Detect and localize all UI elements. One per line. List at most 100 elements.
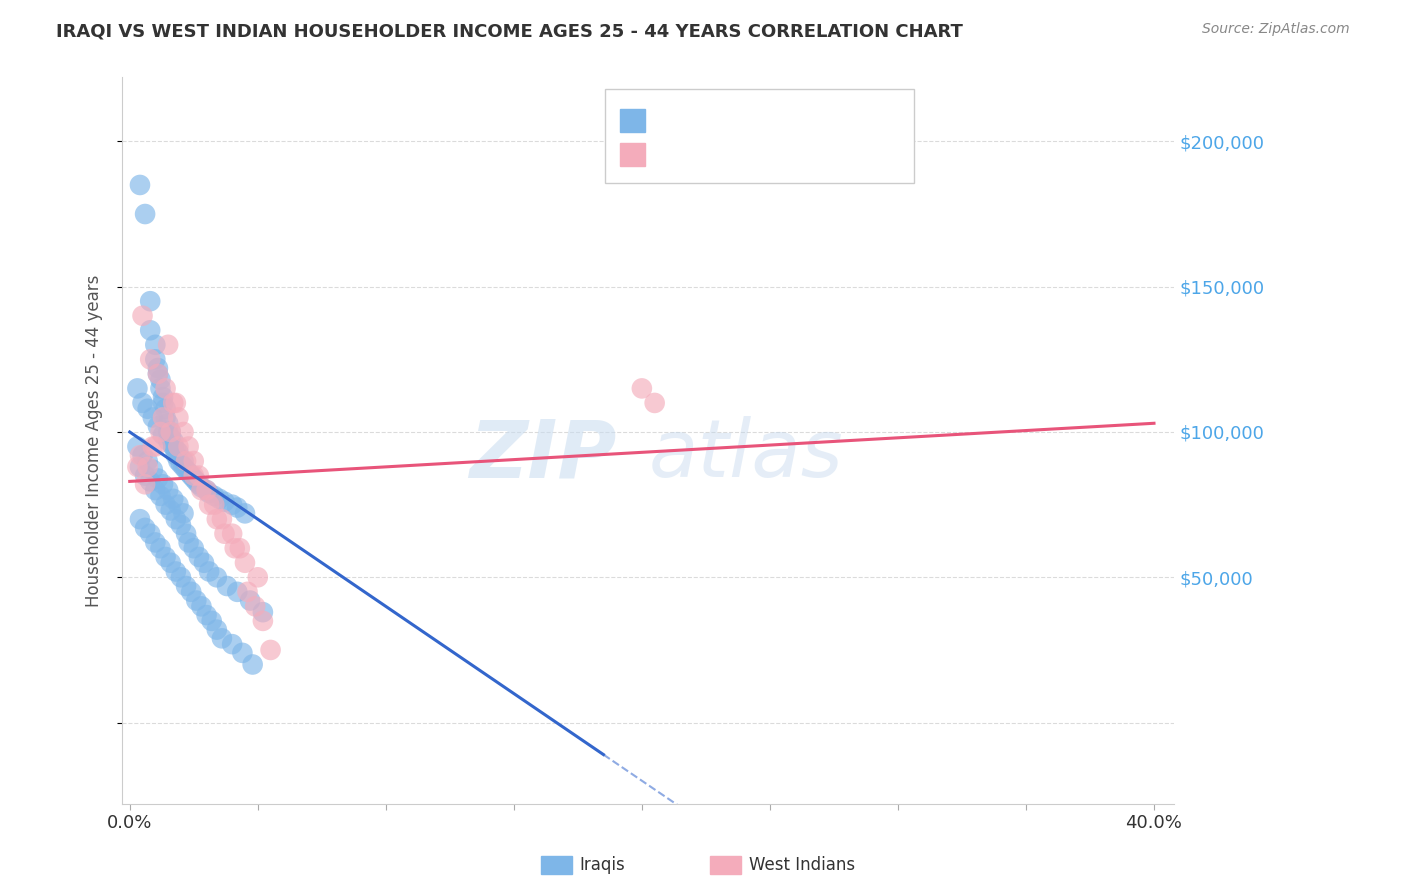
Point bbox=[214, 494, 236, 508]
Point bbox=[155, 549, 177, 564]
Point bbox=[208, 491, 231, 506]
Point bbox=[131, 396, 153, 410]
Point bbox=[183, 468, 205, 483]
Point bbox=[152, 428, 174, 442]
Point bbox=[205, 623, 228, 637]
Point bbox=[252, 614, 274, 628]
Point bbox=[202, 489, 225, 503]
Point bbox=[201, 614, 224, 628]
Point bbox=[155, 401, 177, 416]
Point bbox=[174, 454, 197, 468]
Point bbox=[174, 579, 197, 593]
Point bbox=[165, 396, 187, 410]
Point bbox=[146, 361, 169, 376]
Point bbox=[149, 541, 172, 556]
Point bbox=[167, 410, 190, 425]
Point bbox=[177, 535, 200, 549]
Text: Source: ZipAtlas.com: Source: ZipAtlas.com bbox=[1202, 22, 1350, 37]
Point bbox=[167, 445, 190, 459]
Point bbox=[139, 475, 162, 489]
Point bbox=[162, 396, 184, 410]
Point bbox=[246, 570, 269, 584]
Point bbox=[226, 584, 249, 599]
Point bbox=[129, 459, 152, 474]
Point bbox=[183, 454, 205, 468]
Point bbox=[149, 489, 172, 503]
Point bbox=[229, 541, 252, 556]
Point bbox=[139, 352, 162, 367]
Point bbox=[139, 323, 162, 337]
Point bbox=[183, 471, 205, 485]
Point bbox=[146, 419, 169, 434]
Point bbox=[157, 434, 180, 448]
Point bbox=[180, 584, 202, 599]
Point bbox=[159, 431, 181, 445]
Point bbox=[224, 541, 246, 556]
Point bbox=[162, 440, 184, 454]
Point bbox=[129, 178, 152, 192]
Point bbox=[187, 468, 209, 483]
Point bbox=[142, 410, 165, 425]
Point bbox=[195, 483, 218, 497]
Point bbox=[195, 483, 218, 497]
Point bbox=[221, 526, 243, 541]
Point bbox=[180, 468, 202, 483]
Y-axis label: Householder Income Ages 25 - 44 years: Householder Income Ages 25 - 44 years bbox=[86, 275, 103, 607]
Point bbox=[155, 498, 177, 512]
Text: -0.226: -0.226 bbox=[700, 112, 765, 129]
Point bbox=[170, 457, 193, 471]
Text: 0.088: 0.088 bbox=[700, 145, 758, 163]
Point bbox=[159, 556, 181, 570]
Point bbox=[211, 512, 233, 526]
Point bbox=[127, 440, 149, 454]
Text: Iraqis: Iraqis bbox=[579, 856, 626, 874]
Point bbox=[127, 459, 149, 474]
Point bbox=[193, 556, 215, 570]
Point bbox=[152, 390, 174, 404]
Point bbox=[127, 381, 149, 395]
Point bbox=[202, 498, 225, 512]
Point bbox=[174, 526, 197, 541]
Point bbox=[134, 207, 156, 221]
Point bbox=[129, 448, 152, 462]
Point bbox=[162, 491, 184, 506]
Text: N =: N = bbox=[770, 145, 817, 163]
Point bbox=[146, 367, 169, 381]
Point bbox=[245, 599, 267, 614]
Point bbox=[136, 454, 159, 468]
Point bbox=[644, 396, 666, 410]
Point bbox=[195, 608, 218, 623]
Point bbox=[259, 643, 281, 657]
Point bbox=[143, 338, 166, 352]
Point bbox=[242, 657, 264, 672]
Point bbox=[143, 440, 166, 454]
Point bbox=[134, 468, 156, 483]
Text: West Indians: West Indians bbox=[749, 856, 855, 874]
Point bbox=[143, 483, 166, 497]
Point bbox=[631, 381, 654, 395]
Point bbox=[143, 352, 166, 367]
Point bbox=[155, 410, 177, 425]
Point bbox=[190, 483, 212, 497]
Point bbox=[157, 338, 180, 352]
Point bbox=[231, 646, 253, 660]
Point bbox=[149, 373, 172, 387]
Point bbox=[186, 593, 208, 607]
Point bbox=[173, 507, 195, 521]
Point bbox=[159, 503, 181, 517]
Point bbox=[134, 521, 156, 535]
Text: R =: R = bbox=[651, 112, 690, 129]
Point bbox=[131, 448, 153, 462]
Point bbox=[205, 512, 228, 526]
Text: ZIP: ZIP bbox=[470, 417, 617, 494]
Text: IRAQI VS WEST INDIAN HOUSEHOLDER INCOME AGES 25 - 44 YEARS CORRELATION CHART: IRAQI VS WEST INDIAN HOUSEHOLDER INCOME … bbox=[56, 22, 963, 40]
Point bbox=[159, 425, 181, 439]
Point bbox=[211, 632, 233, 646]
Text: atlas: atlas bbox=[648, 417, 844, 494]
Point bbox=[142, 463, 165, 477]
Point bbox=[146, 367, 169, 381]
Point bbox=[239, 593, 262, 607]
Point bbox=[226, 500, 249, 515]
Text: R =: R = bbox=[651, 145, 696, 163]
Point bbox=[215, 579, 238, 593]
